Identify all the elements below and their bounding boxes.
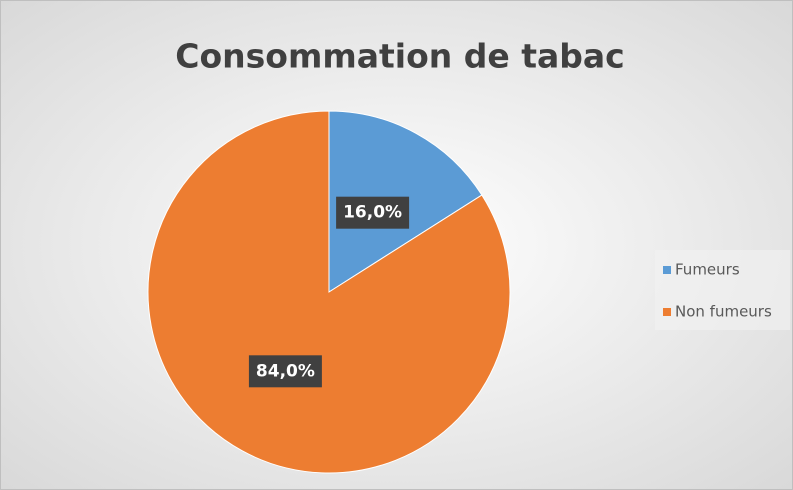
legend-background xyxy=(655,250,790,330)
data-label: 84,0% xyxy=(256,361,315,381)
pie-slice xyxy=(147,110,511,474)
chart-title: Consommation de tabac xyxy=(175,37,624,76)
legend-swatch xyxy=(663,308,671,316)
data-label: 16,0% xyxy=(343,203,402,223)
legend-label: Non fumeurs xyxy=(675,303,772,321)
data-label-background xyxy=(336,196,410,229)
legend-swatch xyxy=(663,266,671,274)
data-label-background xyxy=(248,355,322,388)
legend-label: Fumeurs xyxy=(675,261,740,279)
